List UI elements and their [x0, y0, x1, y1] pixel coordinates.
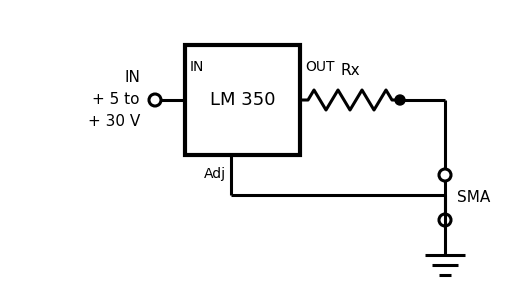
Text: Adj: Adj: [204, 167, 226, 181]
Text: + 30 V: + 30 V: [88, 115, 140, 129]
Text: IN: IN: [124, 71, 140, 86]
Text: LM 350: LM 350: [210, 91, 275, 109]
Text: + 5 to: + 5 to: [92, 92, 140, 108]
Text: IN: IN: [190, 60, 204, 74]
Bar: [185, 45, 300, 155]
Circle shape: [395, 95, 405, 105]
Text: Rx: Rx: [340, 63, 360, 78]
Text: SMA: SMA: [457, 190, 490, 205]
Text: OUT: OUT: [305, 60, 335, 74]
